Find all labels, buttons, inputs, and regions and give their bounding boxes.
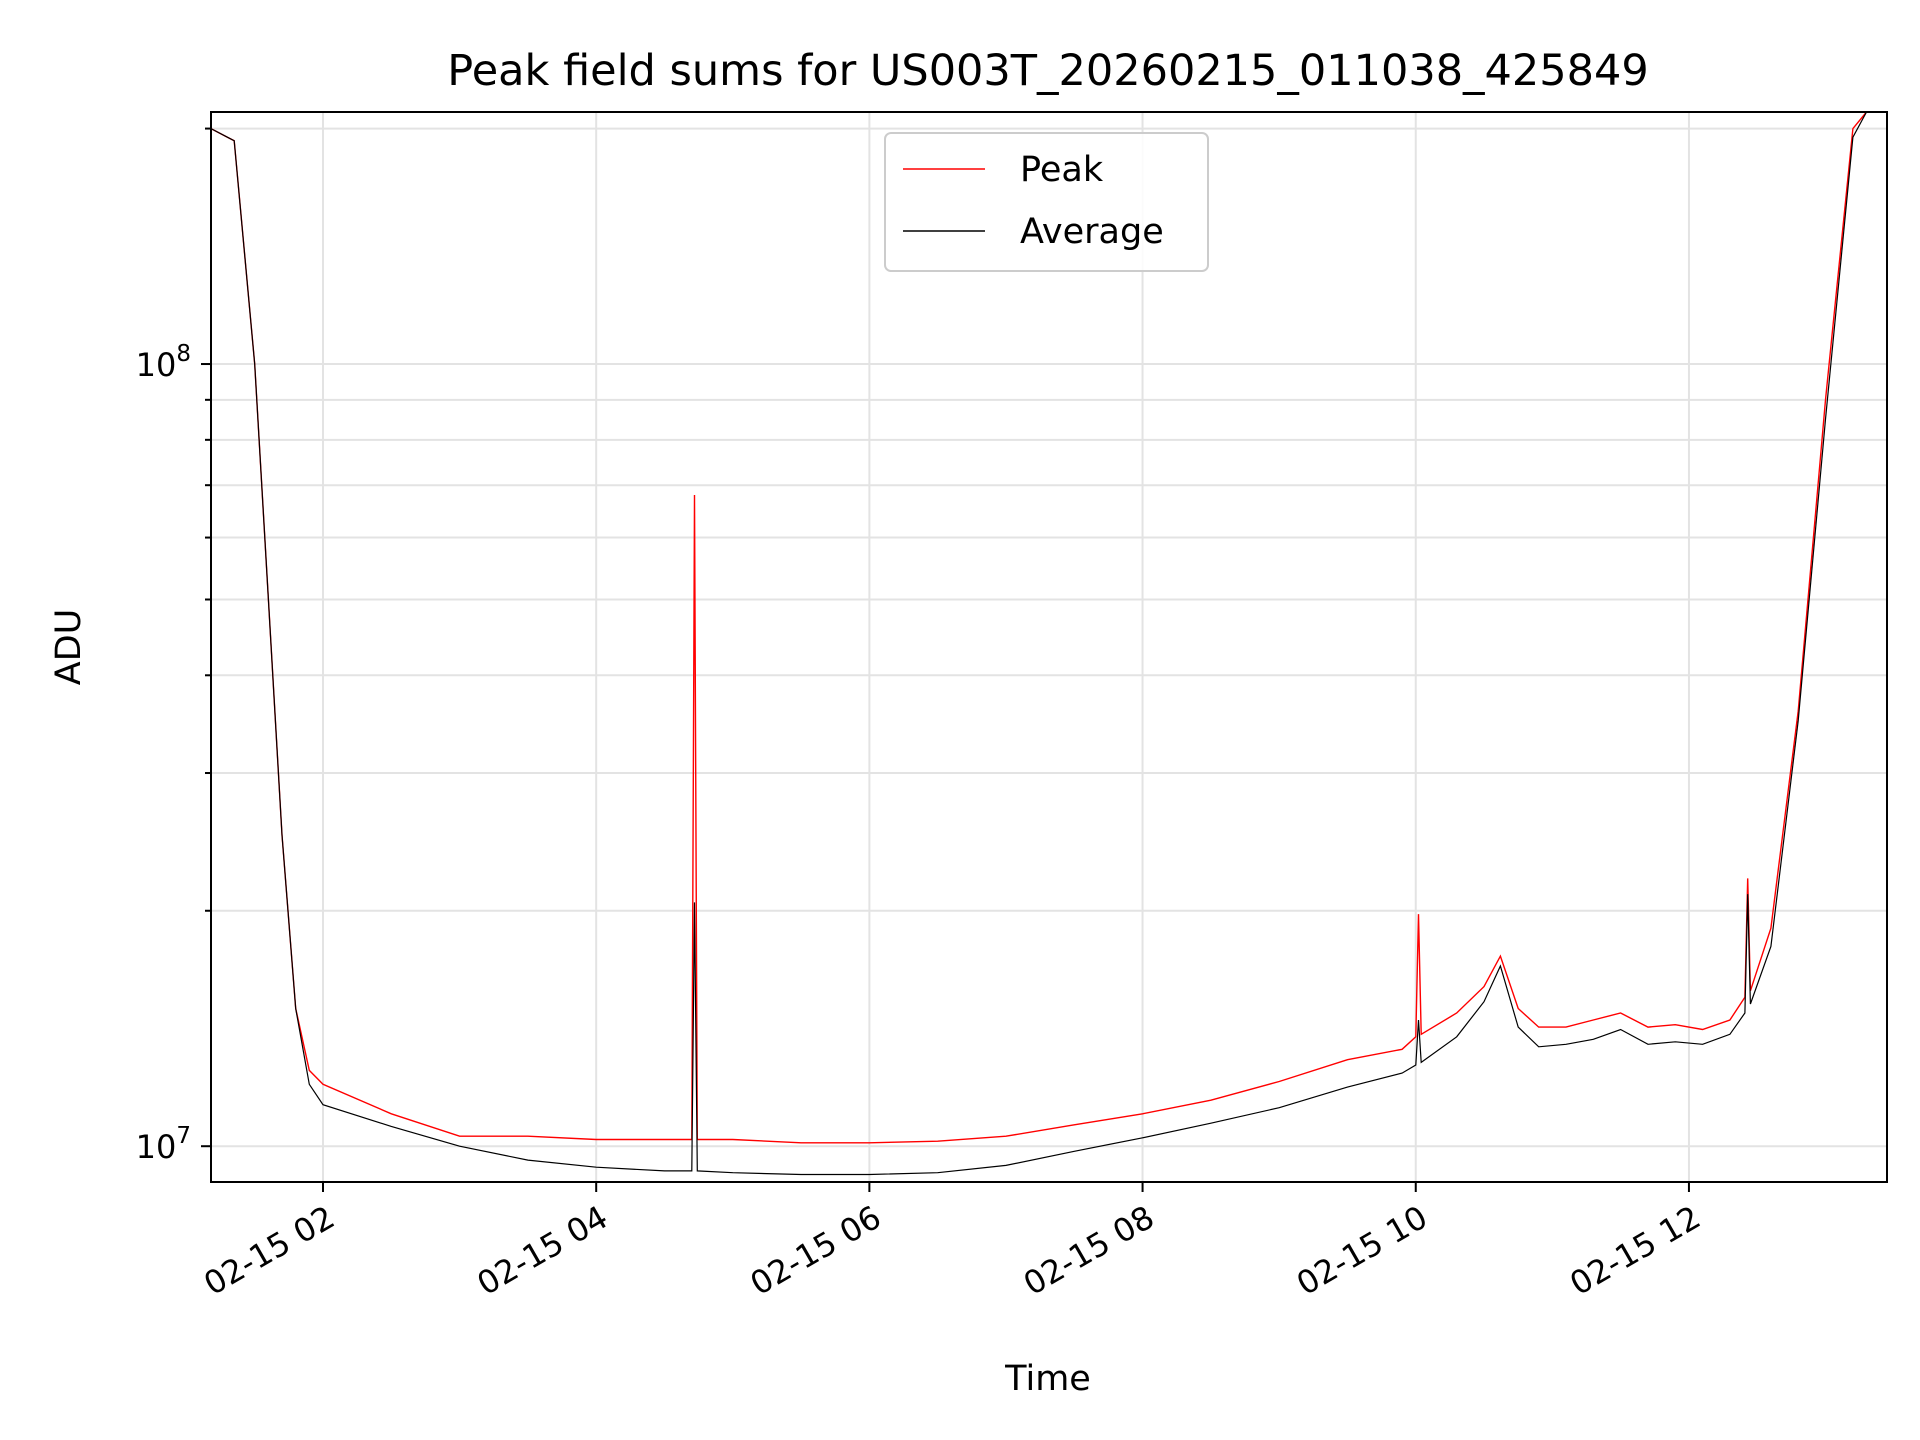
legend-box — [884, 132, 1209, 272]
series-line-peak — [210, 111, 1868, 1144]
series-line-average — [210, 111, 1868, 1176]
plot-frame — [210, 111, 1888, 1183]
legend-label-average: Average — [1020, 212, 1164, 252]
grid — [211, 112, 1887, 1182]
y-tick-label: 107 — [136, 1123, 191, 1166]
legend-label-peak: Peak — [1020, 150, 1104, 190]
y-tick-exponent: 7 — [176, 1123, 191, 1149]
y-tick-base: 10 — [136, 1128, 177, 1166]
y-tick-base: 10 — [136, 346, 177, 384]
y-tick-exponent: 8 — [176, 341, 191, 367]
plot-series — [210, 111, 1868, 1176]
y-axis-label: ADU — [49, 609, 89, 686]
legend: Peak Average — [884, 132, 1209, 272]
y-tick-label: 108 — [136, 341, 191, 384]
chart-title: Peak field sums for US003T_20260215_0110… — [447, 46, 1648, 96]
x-axis-label: Time — [1004, 1359, 1091, 1399]
